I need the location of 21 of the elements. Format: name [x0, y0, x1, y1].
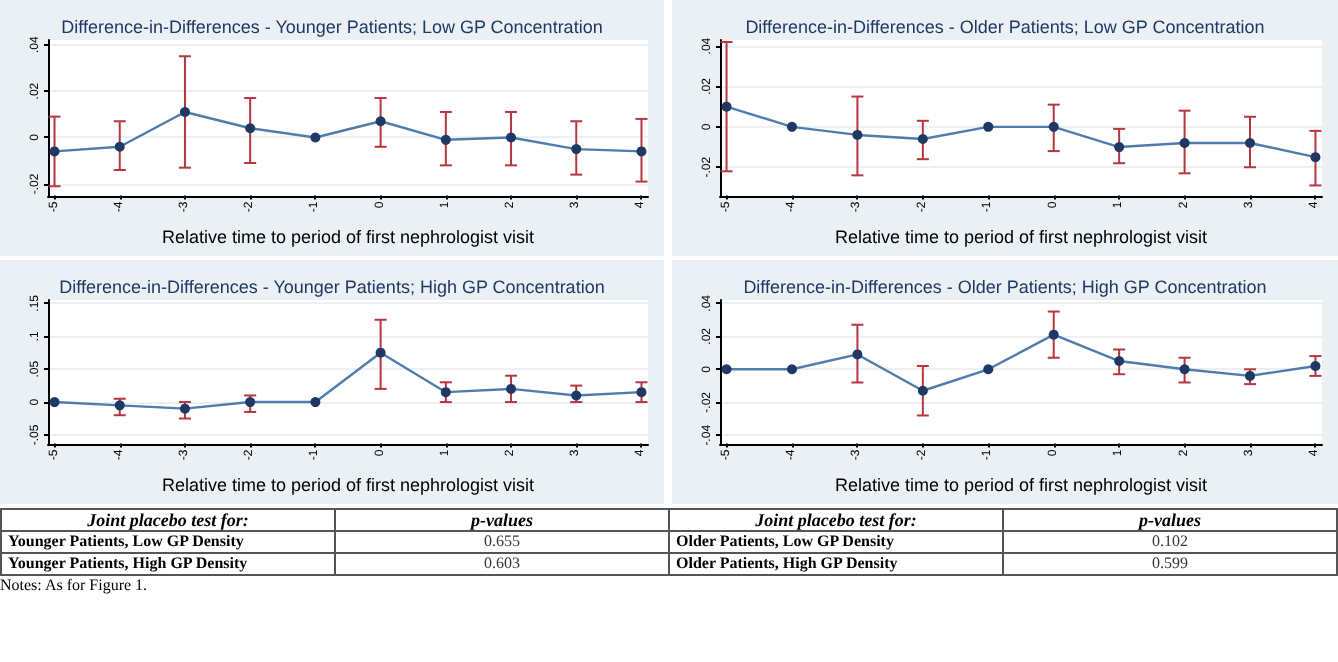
text: 0.102: [1003, 531, 1337, 553]
text: 0.599: [1003, 553, 1337, 575]
text: Joint placebo test for:: [669, 509, 1003, 531]
text: Younger Patients, Low GP Density: [1, 531, 335, 553]
x-axis-title: Relative time to period of first nephrologist visit: [161, 475, 536, 495]
text: p-values: [1003, 509, 1337, 531]
text: 0.603: [335, 553, 669, 575]
x-axis-title: Relative time to period of first nephrologist visit: [834, 227, 1209, 247]
x-axis-title: Relative time to period of first nephrologist visit: [161, 227, 536, 247]
x-axis-title: Relative time to period of first nephrologist visit: [834, 475, 1209, 495]
chart-title: Difference-in-Differences - Younger Patients; Low GP Concentration: [61, 17, 603, 37]
chart-title: Difference-in-Differences - Older Patients; Low GP Concentration: [745, 17, 1265, 37]
text: Older Patients, Low GP Density: [669, 531, 1003, 553]
text: 0.655: [335, 531, 669, 553]
text: Older Patients, High GP Density: [669, 553, 1003, 575]
text: Notes: As for Figure 1.: [0, 576, 150, 596]
chart-title: Difference-in-Differences - Younger Patients; High GP Concentration: [59, 277, 605, 297]
text: p-values: [335, 509, 669, 531]
chart-title: Difference-in-Differences - Older Patients; High GP Concentration: [743, 277, 1267, 297]
text: Joint placebo test for:: [1, 509, 335, 531]
text: Younger Patients, High GP Density: [1, 553, 335, 575]
